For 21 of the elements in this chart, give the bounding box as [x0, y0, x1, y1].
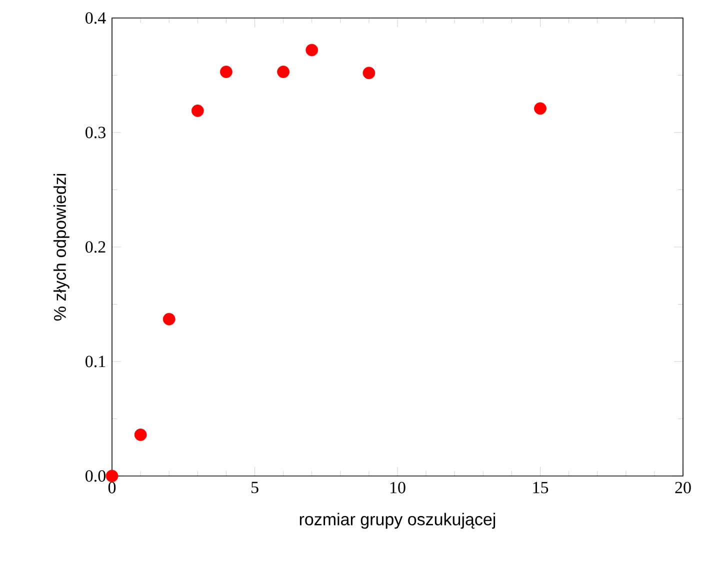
point	[362, 66, 376, 80]
y-tick-label: 0.3	[86, 126, 106, 138]
y-tick-label: 0.0	[86, 470, 106, 482]
point	[162, 312, 176, 326]
y-tick-label: 0.2	[86, 241, 106, 253]
point	[191, 104, 204, 117]
point	[106, 470, 118, 482]
point	[277, 66, 290, 78]
x-tick-label: 15	[533, 482, 548, 494]
y-axis-title: % złych odpowiedzi	[54, 174, 70, 321]
y-tick-label: 0.4	[86, 12, 106, 24]
point	[134, 428, 147, 441]
x-tick-label: 20	[675, 482, 691, 494]
x-tick-label: 0	[108, 482, 116, 494]
x-tick-label: 5	[251, 482, 258, 494]
point	[534, 102, 546, 115]
x-axis-title: rozmiar grupy oszukującej	[300, 512, 496, 529]
point	[306, 44, 318, 56]
y-tick-label: 0.1	[86, 356, 106, 368]
x-tick-label: 10	[390, 482, 406, 494]
point	[220, 66, 232, 78]
